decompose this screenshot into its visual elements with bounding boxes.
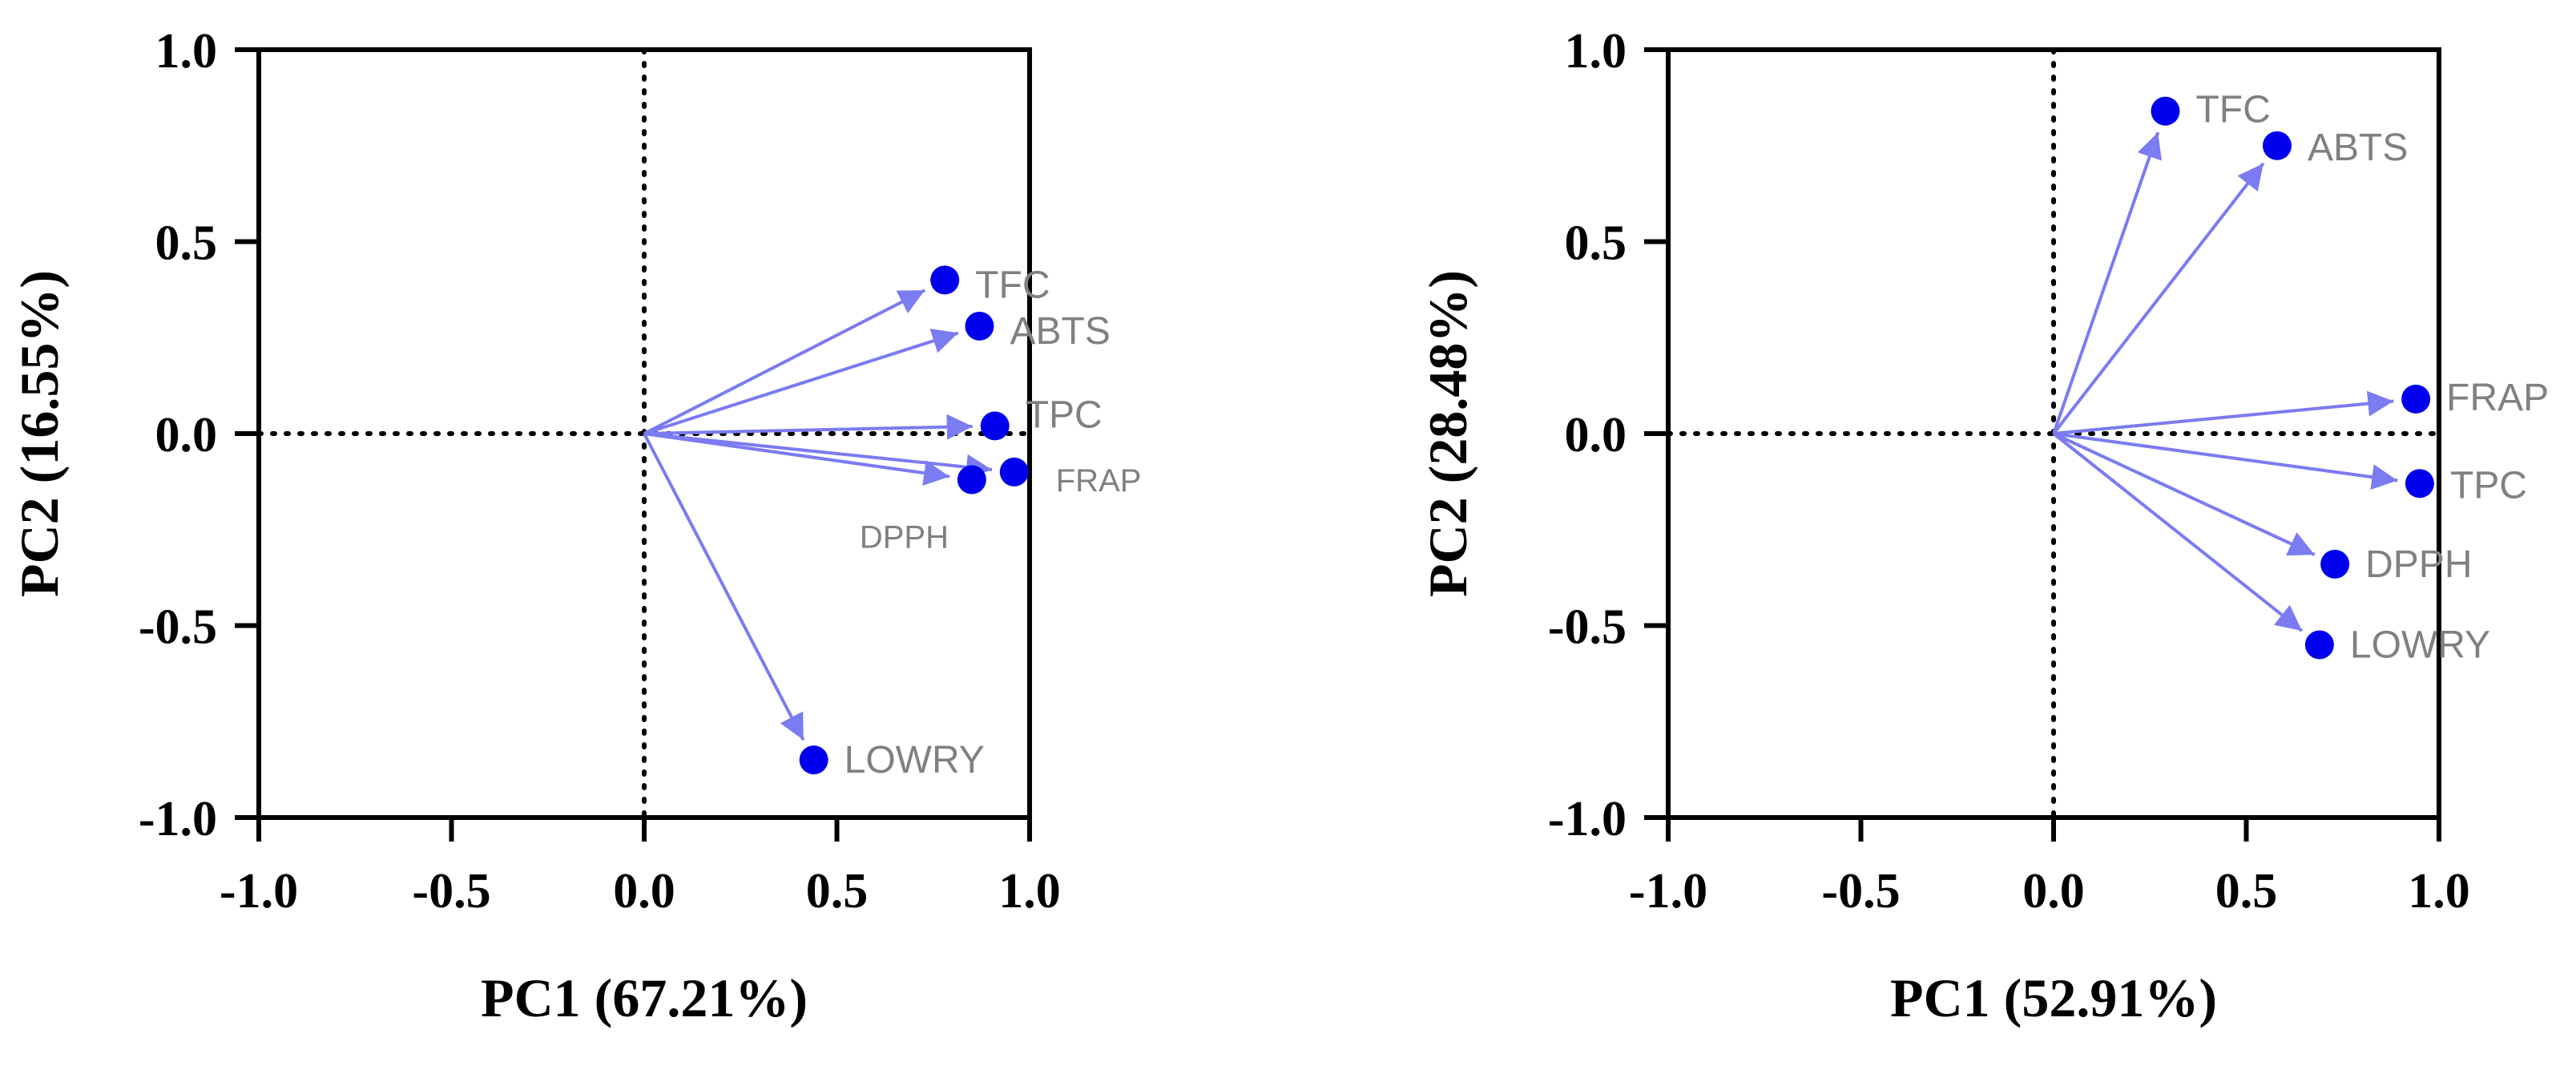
y-axis-title: PC2 (28.48%) — [1417, 270, 1478, 597]
point-label-frap: FRAP — [1056, 463, 1142, 499]
point-label-tpc: TPC — [1026, 394, 1103, 436]
loading-point-frap — [999, 457, 1029, 487]
y-tick-label: -0.5 — [139, 600, 217, 655]
loading-point-lowry — [799, 745, 828, 775]
x-tick-label: -1.0 — [1629, 864, 1707, 919]
loading-point-frap — [2401, 384, 2431, 414]
x-tick-label: 1.0 — [998, 864, 1061, 919]
loading-vector-tpc — [643, 414, 973, 440]
loading-point-abts — [965, 311, 994, 341]
x-tick-label: 0.5 — [806, 864, 869, 919]
point-label-dpph: DPPH — [2365, 543, 2472, 586]
y-tick-label: 0.5 — [1565, 216, 1627, 271]
loading-vector-tfc — [2052, 131, 2162, 434]
x-tick-label: 1.0 — [2408, 864, 2470, 919]
point-label-lowry: LOWRY — [2350, 624, 2490, 666]
x-tick-label: -0.5 — [1821, 864, 1900, 919]
point-label-lowry: LOWRY — [845, 739, 985, 781]
loading-vector-lowry — [2052, 432, 2304, 632]
loading-vector-lowry — [643, 433, 805, 741]
x-tick-label: 0.0 — [613, 864, 675, 919]
loading-vector-dpph — [643, 432, 950, 486]
x-axis-title: PC1 (67.21%) — [481, 967, 808, 1028]
y-tick-label: 0.0 — [155, 408, 218, 462]
x-tick-label: 0.5 — [2215, 864, 2278, 919]
point-label-tpc: TPC — [2450, 464, 2527, 507]
point-label-abts: ABTS — [1010, 310, 1110, 353]
y-tick-label: 1.0 — [1565, 24, 1627, 79]
chart-1: -1.0 -0.5 0.0 0.5 1.0 1.0 0.5 0.0 -0.5 -1.0 PC1 (6… — [9, 24, 1141, 1028]
point-label-frap: FRAP — [2446, 377, 2549, 419]
loading-vector-frap — [2053, 390, 2394, 435]
point-label-dpph: DPPH — [860, 519, 949, 555]
y-axis-title: PC2 (16.55%) — [9, 270, 70, 597]
y-tick-label: 1.0 — [155, 24, 218, 79]
x-tick-label: -0.5 — [412, 864, 490, 919]
y-tick-label: 0.0 — [1565, 408, 1627, 462]
y-tick-label: -1.0 — [1548, 792, 1627, 846]
x-tick-label: 0.0 — [2022, 864, 2085, 919]
loading-point-tpc — [980, 411, 1010, 441]
loading-point-abts — [2262, 131, 2292, 160]
loading-point-tfc — [930, 265, 960, 295]
x-tick-label: -1.0 — [220, 864, 298, 919]
x-axis-title: PC1 (52.91%) — [1890, 967, 2217, 1028]
y-tick-label: 0.5 — [155, 216, 218, 271]
loading-point-tfc — [2151, 96, 2180, 126]
y-tick-label: -1.0 — [139, 792, 217, 846]
loading-point-dpph — [957, 465, 986, 495]
loading-vector-frap — [643, 432, 993, 480]
loading-vector-tpc — [2053, 432, 2398, 491]
point-label-abts: ABTS — [2308, 127, 2408, 169]
loading-point-tpc — [2405, 469, 2434, 499]
loading-vector-tfc — [643, 289, 926, 435]
loading-vector-abts — [2052, 162, 2265, 435]
y-tick-label: -0.5 — [1548, 600, 1627, 655]
loading-point-lowry — [2304, 630, 2334, 660]
loading-vector-abts — [643, 328, 959, 435]
loading-point-dpph — [2320, 549, 2350, 579]
loading-vector-dpph — [2053, 432, 2316, 556]
point-label-tfc: TFC — [2195, 89, 2270, 131]
chart-2: -1.0 -0.5 0.0 0.5 1.0 1.0 0.5 0.0 -0.5 -1.0 PC1 (5… — [1417, 24, 2549, 1028]
point-label-tfc: TFC — [975, 264, 1050, 306]
